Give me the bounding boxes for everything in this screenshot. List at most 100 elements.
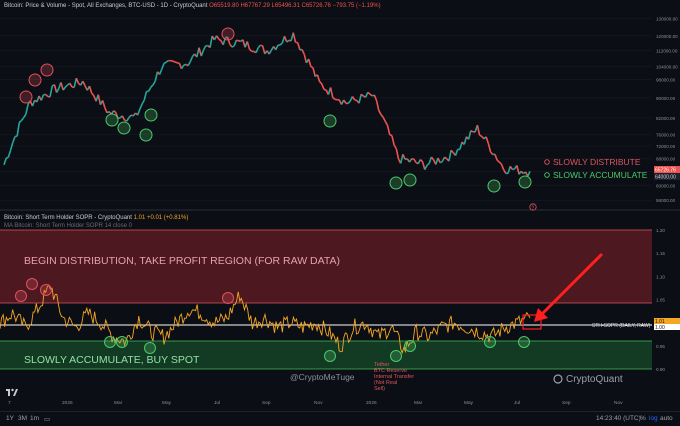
price-candle — [359, 94, 361, 103]
price-candle — [477, 125, 479, 135]
price-candle — [392, 136, 394, 145]
price-y-tick: 68000.00 — [656, 156, 676, 161]
price-candle — [54, 85, 56, 93]
price-candle — [210, 36, 212, 48]
price-candle — [63, 87, 65, 90]
credit-watermark: @CryptoMeTuge — [290, 372, 355, 382]
price-candle — [317, 75, 319, 82]
price-candle — [234, 40, 236, 46]
price-candle — [280, 43, 282, 45]
price-candle — [201, 50, 203, 56]
price-candle — [13, 137, 15, 143]
price-candle — [41, 95, 43, 101]
price-candle — [502, 164, 504, 170]
sopr-y-tick: 1.20 — [656, 228, 665, 233]
price-candle — [499, 162, 501, 164]
percent-toggle[interactable]: % — [640, 415, 646, 422]
price-y-tick: 130000.00 — [656, 17, 678, 22]
price-candle — [65, 85, 67, 87]
x-tick: 2026 — [366, 400, 377, 406]
legend-distribute-icon — [545, 160, 550, 165]
price-candle — [469, 131, 471, 140]
price-candle — [155, 72, 157, 81]
price-candle — [379, 110, 381, 114]
price-candle — [144, 91, 146, 100]
price-candle — [331, 87, 333, 97]
price-signal-marker — [140, 129, 152, 141]
price-candle — [61, 82, 63, 90]
price-signal-marker — [488, 180, 500, 192]
price-candle — [449, 150, 451, 161]
help-mark: ? — [531, 205, 534, 211]
auto-toggle[interactable]: auto — [660, 415, 673, 422]
price-candle — [6, 157, 8, 158]
price-candle — [232, 46, 234, 47]
price-candle — [258, 45, 260, 48]
price-candle — [203, 46, 205, 50]
sopr-y-tick: 0.90 — [656, 367, 665, 372]
price-candle — [495, 154, 497, 160]
indicator-subtitle: MA Bitcoin: Short Term Holder SOPR 14 cl… — [4, 223, 132, 229]
price-candle — [425, 165, 427, 169]
chart-title: Bitcoin: Price & Volume - Spot, All Exch… — [4, 3, 207, 9]
price-signal-marker — [29, 74, 41, 86]
indicator-subheader: MA Bitcoin: Short Term Holder SOPR 14 cl… — [4, 223, 132, 229]
price-signal-marker — [106, 114, 118, 126]
range-3m-button[interactable]: 3M — [18, 415, 27, 422]
indicator-title: Bitcoin: Short Term Holder SOPR - Crypto… — [4, 215, 132, 221]
price-y-tick: 90000.00 — [656, 96, 676, 101]
price-candle — [512, 169, 514, 170]
x-tick: May — [162, 400, 172, 406]
price-candle — [385, 122, 387, 126]
price-candle — [263, 46, 265, 54]
price-candle — [182, 65, 184, 69]
price-candle — [414, 159, 416, 163]
price-candle — [105, 108, 107, 113]
price-signal-marker — [118, 122, 130, 134]
distribution-annotation: BEGIN DISTRIBUTION, TAKE PROFIT REGION (… — [24, 255, 340, 267]
price-candle — [8, 150, 10, 157]
range-1y-button[interactable]: 1Y — [6, 415, 14, 422]
price-y-tick: 72000.00 — [656, 144, 676, 149]
sopr-y-tick: 1.10 — [656, 274, 665, 279]
bottom-toolbar: 1Y 3M 1m ▭ 14:23:40 (UTC) % log auto — [0, 411, 680, 426]
price-candle — [304, 54, 306, 63]
price-candle — [285, 36, 287, 42]
price-candle — [464, 137, 466, 145]
price-candle — [32, 100, 34, 106]
price-candle — [166, 61, 168, 63]
price-candle — [76, 78, 78, 83]
price-y-tick: 82000.00 — [656, 116, 676, 121]
x-tick: Nov — [314, 400, 323, 406]
calendar-icon[interactable]: ▭ — [44, 415, 50, 423]
legend-accumulate-icon — [545, 173, 550, 178]
price-candle — [142, 100, 144, 104]
range-1m-button[interactable]: 1m — [30, 415, 39, 422]
price-candle — [138, 109, 140, 115]
price-candle — [344, 100, 346, 103]
price-candle — [427, 163, 429, 165]
price-candle — [488, 143, 490, 152]
x-tick: 7 — [8, 400, 11, 406]
price-candle — [409, 159, 411, 162]
price-candle — [247, 41, 249, 49]
x-tick: Jul — [514, 400, 520, 406]
price-candle — [517, 165, 519, 174]
price-candle — [396, 149, 398, 159]
price-candle — [394, 145, 396, 149]
price-candle — [510, 166, 512, 169]
log-toggle[interactable]: log — [649, 415, 658, 422]
price-candle — [482, 136, 484, 138]
price-signal-marker — [145, 109, 157, 121]
price-candle — [50, 86, 52, 97]
x-tick: Sep — [562, 400, 571, 406]
price-candle — [98, 95, 100, 105]
price-candle — [276, 45, 278, 50]
price-candle — [423, 162, 425, 170]
tether-note-line: Sell) — [374, 386, 385, 392]
sopr-signal-marker — [405, 341, 416, 352]
price-candle — [504, 170, 506, 174]
x-tick: Mar — [114, 400, 123, 406]
price-candle — [83, 81, 85, 86]
